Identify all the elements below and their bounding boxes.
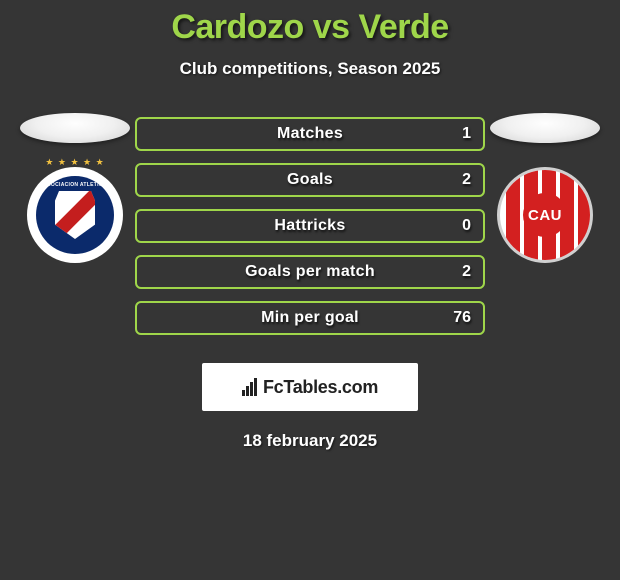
stat-label: Goals (287, 171, 333, 189)
diagonal-stripe-icon (49, 189, 101, 241)
brand-badge: FcTables.com (202, 363, 418, 411)
brand-text: FcTables.com (263, 377, 378, 398)
stars-icon: ★ ★ ★ ★ ★ (27, 157, 123, 168)
stat-label: Matches (277, 125, 343, 143)
stats-column: Matches 1 Goals 2 Hattricks 0 Goals per … (135, 111, 485, 335)
crest-inner-circle: CAU (523, 193, 567, 237)
stripe-icon (506, 170, 520, 260)
crest-initials: CAU (528, 207, 562, 224)
stat-label: Min per goal (261, 309, 359, 327)
right-team-crest: CAU (497, 167, 593, 263)
bar-chart-icon (242, 378, 257, 396)
stat-row-goals-per-match: Goals per match 2 (135, 255, 485, 289)
stat-value: 76 (453, 309, 471, 327)
shield-icon (55, 191, 95, 239)
footer-date: 18 february 2025 (0, 431, 620, 451)
stat-value: 2 (462, 171, 471, 189)
stat-row-matches: Matches 1 (135, 117, 485, 151)
stat-value: 0 (462, 217, 471, 235)
crest-ring-text: ASOCIACION ATLETICA (36, 182, 114, 188)
stat-row-min-per-goal: Min per goal 76 (135, 301, 485, 335)
right-disc-icon (490, 113, 600, 143)
stat-label: Goals per match (245, 263, 375, 281)
left-team-crest: ★ ★ ★ ★ ★ ASOCIACION ATLETICA (27, 167, 123, 263)
stat-label: Hattricks (274, 217, 345, 235)
stripe-icon (578, 170, 592, 260)
main-row: ★ ★ ★ ★ ★ ASOCIACION ATLETICA Matches 1 … (0, 111, 620, 335)
stat-value: 1 (462, 125, 471, 143)
crest-inner: ASOCIACION ATLETICA (36, 176, 114, 254)
stat-row-hattricks: Hattricks 0 (135, 209, 485, 243)
stat-value: 2 (462, 263, 471, 281)
right-column: CAU (485, 111, 605, 263)
left-disc-icon (20, 113, 130, 143)
stat-row-goals: Goals 2 (135, 163, 485, 197)
left-column: ★ ★ ★ ★ ★ ASOCIACION ATLETICA (15, 111, 135, 263)
card-root: Cardozo vs Verde Club competitions, Seas… (0, 0, 620, 451)
subtitle: Club competitions, Season 2025 (0, 59, 620, 79)
page-title: Cardozo vs Verde (0, 8, 620, 47)
